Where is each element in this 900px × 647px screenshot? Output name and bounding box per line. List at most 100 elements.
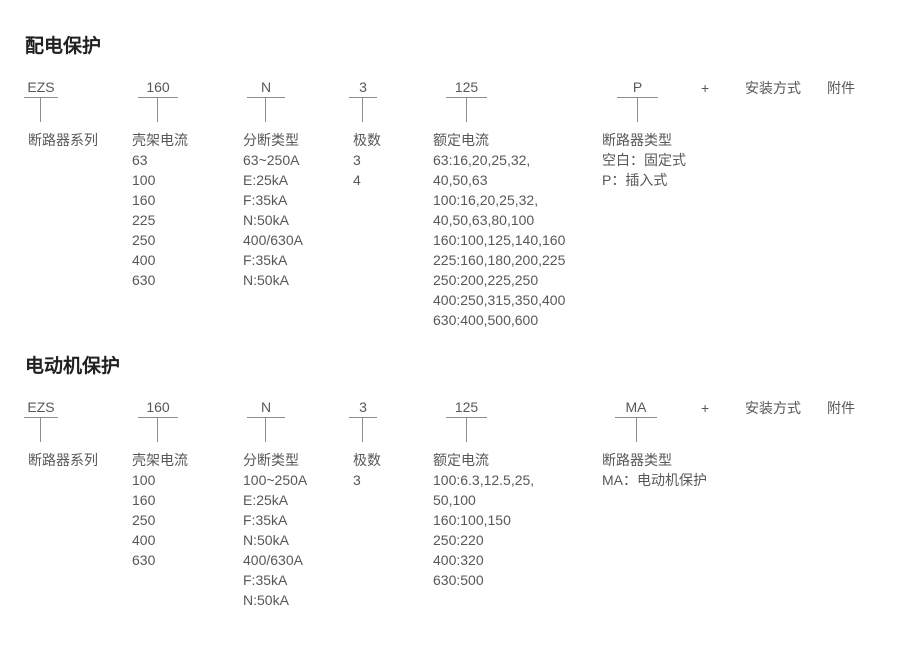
- code-series: EZS: [24, 400, 58, 418]
- column-header: 断路器系列: [28, 132, 98, 148]
- column-items: 63 100 160 225 250 400 630: [132, 150, 188, 290]
- connector-line: [265, 97, 266, 122]
- column-header: 极数: [353, 452, 381, 468]
- list-item: F:35kA: [243, 252, 288, 268]
- column-rated-current: 额定电流 63:16,20,25,32, 40,50,63 100:16,20,25…: [433, 130, 565, 330]
- list-item: 50,100: [433, 492, 476, 508]
- column-items: 100 160 250 400 630: [132, 470, 188, 570]
- column-header: 分断类型: [243, 452, 299, 468]
- list-item: 63~250A: [243, 152, 300, 168]
- mounting-label: 安装方式: [745, 400, 801, 416]
- list-item: 4: [353, 172, 361, 188]
- list-item: 630:400,500,600: [433, 312, 539, 328]
- section-title-motor-protection: 电动机保护: [25, 356, 121, 377]
- column-breaker-series: 断路器系列: [28, 130, 98, 150]
- list-item: E:25kA: [243, 492, 289, 508]
- list-item: 250:220: [433, 532, 484, 548]
- column-header: 极数: [353, 132, 381, 148]
- code-series: EZS: [24, 80, 58, 98]
- code-breaker-type: MA: [615, 400, 657, 418]
- code-frame-current: 160: [138, 400, 178, 418]
- list-item: 250: [132, 512, 156, 528]
- connector-line: [40, 417, 41, 442]
- column-items: 3: [353, 470, 381, 490]
- connector-line: [466, 97, 467, 122]
- list-item: 400: [132, 252, 156, 268]
- list-item: 400:250,315,350,400: [433, 292, 566, 308]
- list-item: 空白：固定式: [602, 152, 686, 168]
- column-header: 额定电流: [433, 452, 489, 468]
- column-breaker-type: 断路器类型 空白：固定式 P：插入式: [602, 130, 686, 190]
- column-header: 分断类型: [243, 132, 299, 148]
- connector-line: [466, 417, 467, 442]
- connector-line: [636, 417, 637, 442]
- column-header: 断路器类型: [602, 132, 672, 148]
- list-item: E:25kA: [243, 172, 289, 188]
- list-item: 630: [132, 272, 156, 288]
- list-item: 40,50,63,80,100: [433, 212, 535, 228]
- code-breaker-type: P: [617, 80, 658, 98]
- list-item: 3: [353, 152, 361, 168]
- column-items: 100~250A E:25kA F:35kA N:50kA 400/630A F:35kA…: [243, 470, 307, 610]
- plus-sign: +: [701, 80, 710, 96]
- list-item: 63: [132, 152, 148, 168]
- column-rated-current: 额定电流 100:6.3,12.5,25, 50,100 160:100,150 25…: [433, 450, 534, 590]
- section-title-distribution-protection: 配电保护: [25, 36, 102, 57]
- code-frame-current: 160: [138, 80, 178, 98]
- column-items: 100:6.3,12.5,25, 50,100 160:100,150 250:220…: [433, 470, 534, 590]
- column-header: 壳架电流: [132, 132, 188, 148]
- list-item: 400: [132, 532, 156, 548]
- code-poles: 3: [349, 80, 377, 98]
- list-item: F:35kA: [243, 192, 288, 208]
- column-breaker-type: 断路器类型 MA：电动机保护: [602, 450, 707, 490]
- plus-sign: +: [701, 400, 710, 416]
- list-item: 100: [132, 172, 156, 188]
- code-poles: 3: [349, 400, 377, 418]
- column-frame-current: 壳架电流 63 100 160 225 250 400 630: [132, 130, 188, 290]
- connector-line: [362, 417, 363, 442]
- list-item: 250:200,225,250: [433, 272, 539, 288]
- list-item: 400:320: [433, 552, 484, 568]
- list-item: N:50kA: [243, 592, 289, 608]
- accessory-label: 附件: [827, 400, 855, 416]
- list-item: 225: [132, 212, 156, 228]
- list-item: P：插入式: [602, 172, 668, 188]
- column-items: MA：电动机保护: [602, 470, 707, 490]
- list-item: F:35kA: [243, 572, 288, 588]
- list-item: N:50kA: [243, 212, 289, 228]
- column-items: 63~250A E:25kA F:35kA N:50kA 400/630A F:35kA N…: [243, 150, 303, 290]
- column-header: 壳架电流: [132, 452, 188, 468]
- list-item: 400/630A: [243, 232, 303, 248]
- connector-line: [157, 417, 158, 442]
- list-item: 250: [132, 232, 156, 248]
- column-items: 63:16,20,25,32, 40,50,63 100:16,20,25,32, 4…: [433, 150, 565, 330]
- list-item: 160:100,150: [433, 512, 511, 528]
- list-item: 100:6.3,12.5,25,: [433, 472, 535, 488]
- connector-line: [40, 97, 41, 122]
- connector-line: [362, 97, 363, 122]
- list-item: 63:16,20,25,32,: [433, 152, 531, 168]
- connector-line: [637, 97, 638, 122]
- column-frame-current: 壳架电流 100 160 250 400 630: [132, 450, 188, 570]
- list-item: 100~250A: [243, 472, 308, 488]
- code-breaking-type: N: [247, 400, 285, 418]
- connector-line: [265, 417, 266, 442]
- list-item: 100:16,20,25,32,: [433, 192, 539, 208]
- list-item: N:50kA: [243, 532, 289, 548]
- accessory-label: 附件: [827, 80, 855, 96]
- list-item: 160:100,125,140,160: [433, 232, 566, 248]
- code-breaking-type: N: [247, 80, 285, 98]
- list-item: 400/630A: [243, 552, 303, 568]
- list-item: 40,50,63: [433, 172, 488, 188]
- list-item: 630:500: [433, 572, 484, 588]
- list-item: 3: [353, 472, 361, 488]
- list-item: 225:160,180,200,225: [433, 252, 566, 268]
- connector-line: [157, 97, 158, 122]
- column-poles: 极数 3: [353, 450, 381, 490]
- column-breaking-type: 分断类型 100~250A E:25kA F:35kA N:50kA 400/630A F…: [243, 450, 307, 610]
- column-header: 额定电流: [433, 132, 489, 148]
- list-item: F:35kA: [243, 512, 288, 528]
